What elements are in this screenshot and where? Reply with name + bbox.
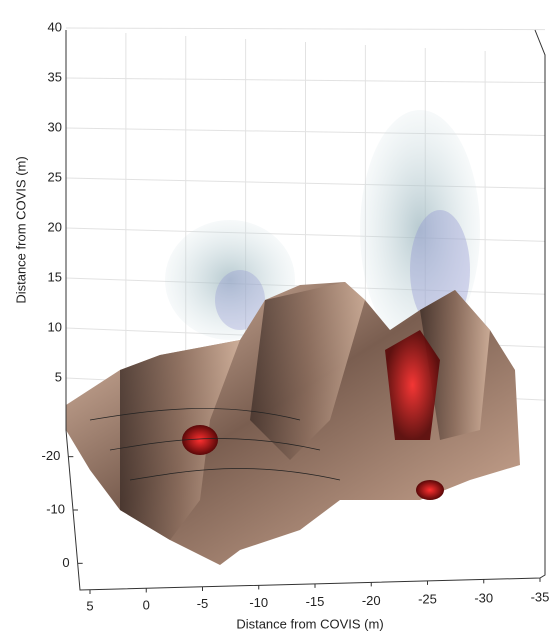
x-tick-label: 0 [143,597,150,612]
x-tick-label: -35 [531,589,550,604]
z-axis-label: Distance from COVIS (m) [13,156,28,303]
z-tick-label: 25 [48,169,62,184]
z-tick-label: 30 [48,119,62,134]
terrain-surface [66,282,520,565]
x-tick-label: -5 [197,596,209,611]
z-tick-label: 10 [48,319,62,334]
grid-line [66,28,545,30]
chart: 5 10 15 20 25 30 35 40 5 0 -5 -10 -15 -20 -25 -30 -35 -20… [0,0,557,635]
x-tick-label: -10 [249,595,268,610]
x-tick-label: -15 [306,594,325,609]
x-tick-label: -25 [418,592,437,607]
y-tick-label: 0 [62,555,69,570]
y-tick-label: -20 [42,448,61,463]
x-axis-label: Distance from COVIS (m) [236,616,383,631]
z-tick-label: 35 [48,69,62,84]
x-tick-label: -30 [474,591,493,606]
z-tick-label: 5 [55,369,62,384]
y-tick-label: -10 [46,501,65,516]
x-tick-label: -20 [362,593,381,608]
x-tick-label: 5 [86,598,93,613]
z-tick-label: 40 [48,19,62,34]
z-tick-label: 15 [48,269,62,284]
z-tick-label: 20 [48,219,62,234]
